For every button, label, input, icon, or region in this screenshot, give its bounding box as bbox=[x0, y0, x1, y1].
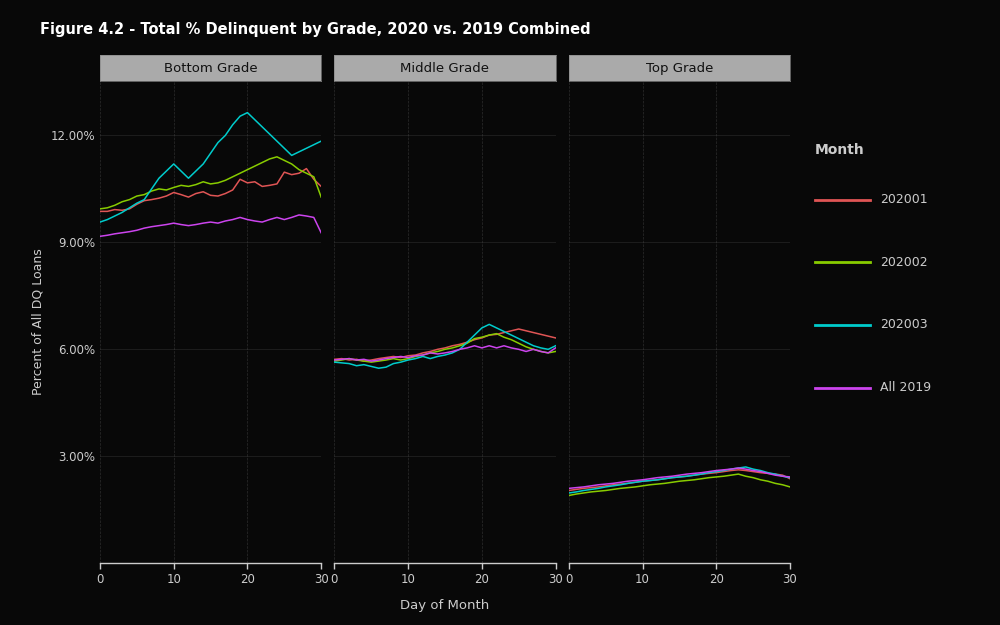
Text: Figure 4.2 - Total % Delinquent by Grade, 2020 vs. 2019 Combined: Figure 4.2 - Total % Delinquent by Grade… bbox=[40, 22, 591, 37]
Text: Bottom Grade: Bottom Grade bbox=[164, 62, 257, 74]
Text: 202001: 202001 bbox=[880, 194, 928, 206]
Text: Month: Month bbox=[815, 143, 865, 157]
Text: Day of Month: Day of Month bbox=[400, 599, 490, 612]
Text: Middle Grade: Middle Grade bbox=[400, 62, 490, 74]
Text: 202003: 202003 bbox=[880, 319, 928, 331]
Text: 202002: 202002 bbox=[880, 256, 928, 269]
Text: Top Grade: Top Grade bbox=[646, 62, 713, 74]
Y-axis label: Percent of All DQ Loans: Percent of All DQ Loans bbox=[32, 249, 45, 395]
Text: All 2019: All 2019 bbox=[880, 381, 931, 394]
